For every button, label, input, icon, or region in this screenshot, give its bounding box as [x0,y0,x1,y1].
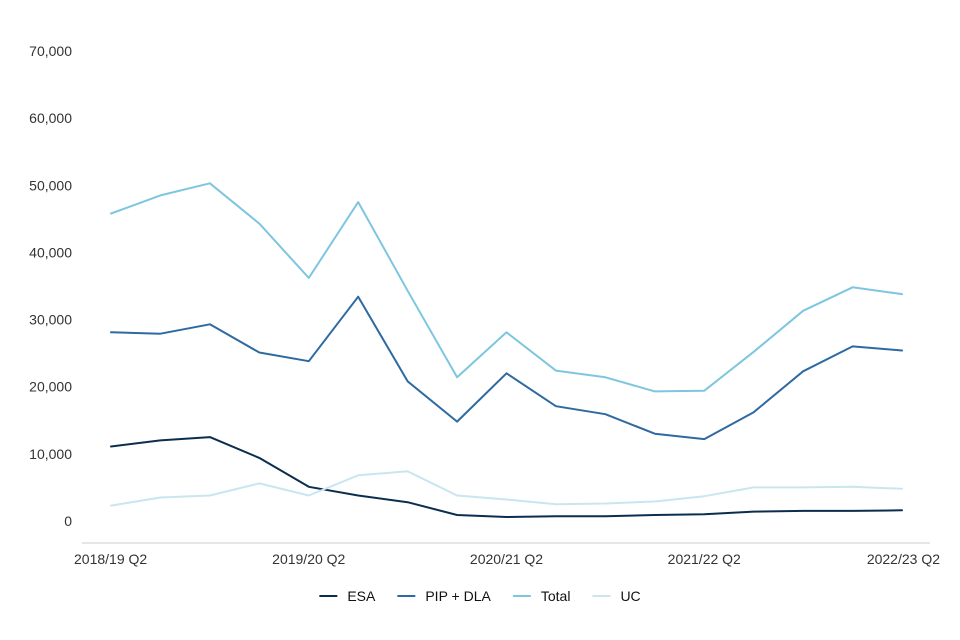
legend-item-esa: ESA [319,588,376,604]
x-tick-label: 2022/23 Q2 [867,551,940,567]
legend-item-uc: UC [592,588,641,604]
legend: ESA PIP + DLA Total UC [319,588,641,604]
legend-item-total: Total [512,588,571,604]
y-tick-label: 50,000 [29,177,72,193]
series-line-uc [110,470,903,507]
x-axis: 2018/19 Q2 2019/20 Q2 2020/21 Q2 2021/22 Q2… [74,551,940,567]
y-tick-label: 40,000 [29,244,72,260]
y-tick-label: 70,000 [29,43,72,59]
y-tick-label: 30,000 [29,312,72,328]
series-line-pip-dla [110,295,903,441]
legend-label: Total [541,588,571,604]
x-tick-label: 2020/21 Q2 [470,551,543,567]
series-line-total [110,182,903,393]
legend-item-pip-dla: PIP + DLA [397,588,492,604]
y-tick-label: 0 [64,513,72,529]
y-tick-label: 20,000 [29,379,72,395]
x-tick-label: 2018/19 Q2 [74,551,147,567]
legend-label: UC [620,588,640,604]
y-axis: 0 10,000 20,000 30,000 40,000 50,000 60,000 70,… [29,43,72,529]
series-line-esa [110,436,903,518]
series-lines [110,182,903,518]
y-tick-label: 10,000 [29,446,72,462]
legend-label: ESA [347,588,376,604]
y-tick-label: 60,000 [29,110,72,126]
x-tick-label: 2021/22 Q2 [668,551,741,567]
x-tick-label: 2019/20 Q2 [272,551,345,567]
legend-label: PIP + DLA [425,588,491,604]
